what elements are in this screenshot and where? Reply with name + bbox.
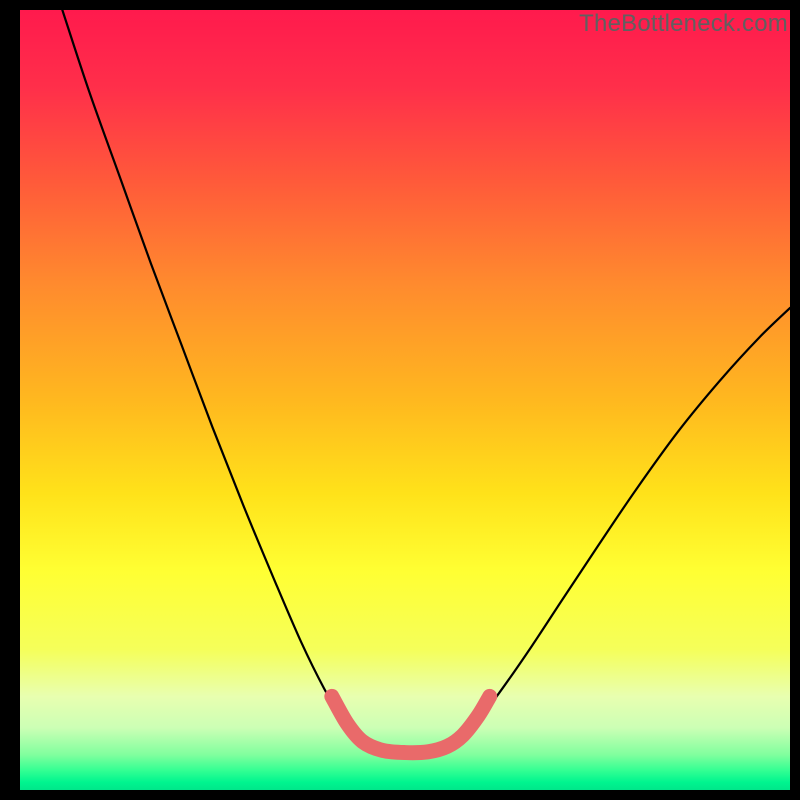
gradient-background [20, 10, 790, 790]
chart-container: TheBottleneck.com [0, 0, 800, 800]
watermark-text: TheBottleneck.com [579, 10, 788, 38]
heatmap-svg [20, 10, 790, 790]
plot-area [20, 10, 790, 790]
